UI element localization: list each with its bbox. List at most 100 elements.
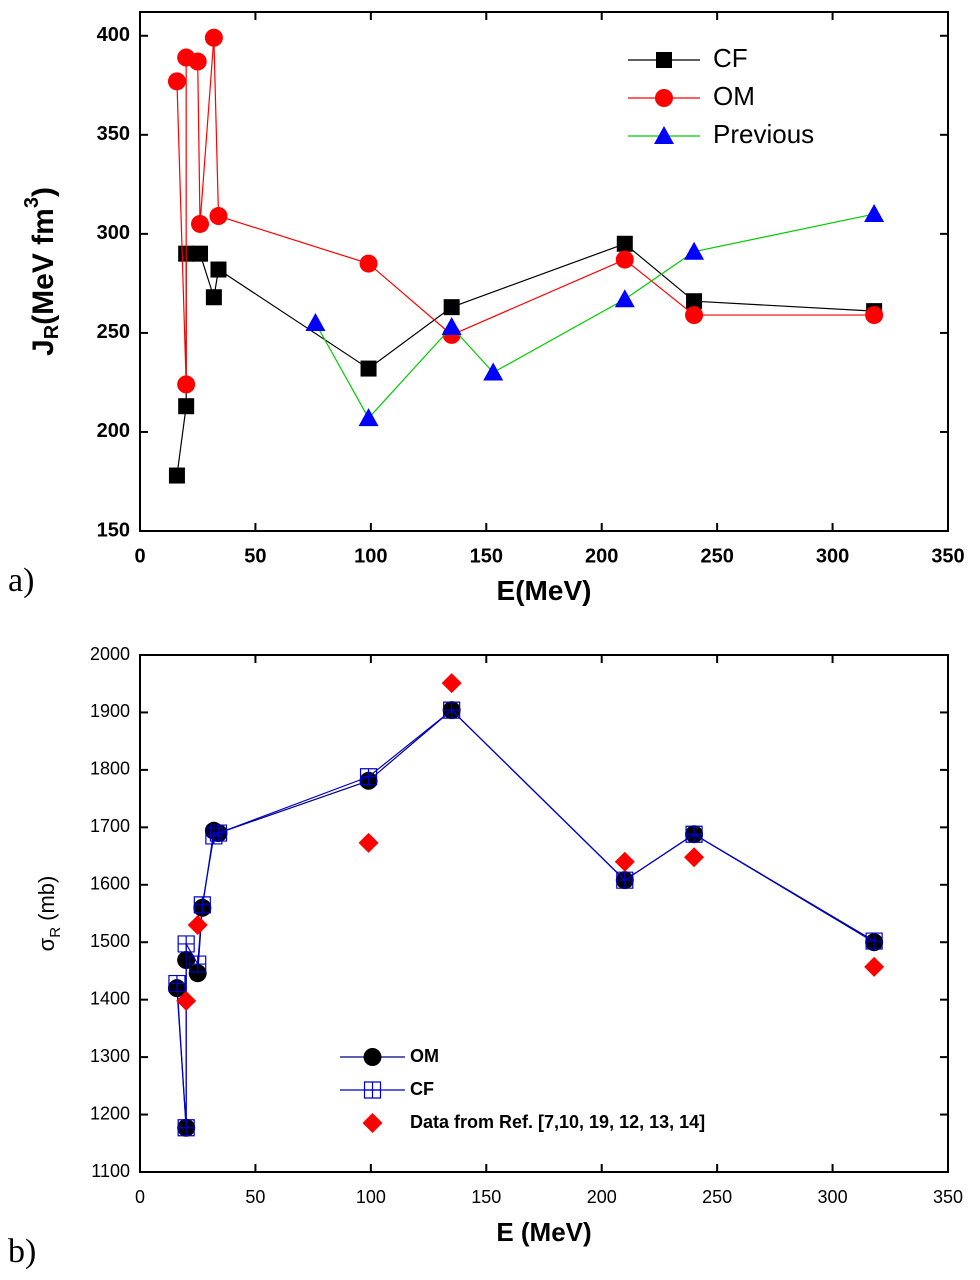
marker (189, 955, 207, 973)
series-line (176, 709, 875, 1128)
series-line (176, 243, 875, 476)
marker (188, 964, 207, 983)
plot-frame (139, 11, 949, 532)
marker (176, 990, 197, 1011)
marker (178, 398, 195, 415)
legend-marker (655, 89, 673, 107)
x-tick-label: 100 (356, 1187, 386, 1207)
marker (358, 832, 379, 853)
x-tick-label: 0 (134, 545, 145, 567)
y-tick-label: 1800 (90, 759, 130, 779)
marker (684, 241, 705, 260)
marker (209, 207, 228, 226)
marker (616, 871, 634, 889)
marker (358, 408, 379, 427)
x-tick-label: 0 (135, 1187, 145, 1207)
marker (615, 250, 634, 269)
y-axis-label-part: (MeV fm (27, 208, 60, 325)
marker (864, 204, 885, 223)
y-tick-label: 300 (97, 222, 130, 244)
y-axis-label-part: σ (34, 937, 59, 951)
marker (209, 824, 228, 842)
y-tick-label: 1600 (90, 874, 130, 894)
marker (359, 254, 378, 273)
legend-marker (362, 1113, 383, 1133)
x-tick-label: 200 (587, 1187, 617, 1207)
marker (865, 306, 884, 325)
y-tick-label: 350 (97, 123, 130, 145)
x-axis-label-part: E(MeV) (497, 575, 592, 606)
marker (204, 28, 223, 47)
marker (684, 847, 705, 868)
panel-label: b) (8, 1233, 36, 1270)
y-tick-label: 1200 (90, 1103, 130, 1123)
series-line (176, 709, 875, 1128)
y-tick-label: 1100 (91, 1161, 130, 1181)
legend-label: CF (410, 1079, 434, 1099)
marker (187, 914, 208, 935)
x-tick-label: 250 (700, 545, 733, 567)
y-tick-label: 1900 (90, 701, 130, 721)
x-axis-label: E(MeV) (497, 575, 592, 606)
series-line (176, 37, 875, 385)
legend-label: CF (713, 43, 748, 73)
x-tick-label: 300 (816, 545, 849, 567)
x-tick-label: 250 (702, 1187, 732, 1207)
marker (616, 235, 633, 252)
x-tick-label: 200 (585, 545, 618, 567)
legend-label: Previous (713, 119, 814, 149)
legend-marker (656, 52, 672, 68)
legend-label: OM (410, 1046, 439, 1066)
y-axis-label: JR(MeV fm3) (21, 187, 63, 356)
marker (443, 701, 461, 719)
marker (205, 289, 222, 306)
x-tick-label: 50 (244, 545, 266, 567)
marker (865, 932, 883, 950)
marker (305, 313, 326, 332)
marker (177, 1119, 195, 1137)
marker (177, 375, 196, 394)
y-axis-label-part: R (41, 324, 63, 339)
marker (685, 306, 704, 325)
y-tick-label: 1700 (90, 816, 130, 836)
marker (188, 52, 207, 71)
legend-marker (363, 1048, 382, 1066)
marker (167, 72, 186, 91)
marker (441, 316, 462, 335)
legend-label: Data from Ref. [7,10, 19, 12, 13, 14] (410, 1112, 705, 1132)
legend-marker (654, 126, 674, 144)
x-tick-label: 50 (245, 1187, 265, 1207)
series-line (314, 213, 875, 420)
marker (210, 261, 227, 278)
x-axis-label: E (MeV) (496, 1217, 591, 1247)
panel-label: a) (8, 562, 34, 599)
marker (193, 896, 211, 914)
y-tick-label: 2000 (90, 644, 130, 664)
marker (686, 293, 703, 310)
marker (191, 214, 210, 233)
x-tick-label: 350 (933, 1187, 963, 1207)
marker (177, 935, 195, 953)
x-tick-label: 150 (470, 545, 503, 567)
marker (864, 956, 885, 977)
marker (168, 467, 185, 484)
y-axis-label-part: (mb) (34, 876, 59, 927)
y-axis-label-part: R (47, 927, 64, 938)
y-tick-label: 1400 (90, 988, 130, 1008)
y-tick-label: 200 (97, 420, 130, 442)
plot-frame (139, 654, 949, 1173)
x-tick-label: 350 (931, 545, 964, 567)
x-tick-label: 100 (354, 545, 387, 567)
y-axis-label-part: ) (27, 187, 60, 197)
marker (360, 360, 377, 377)
x-tick-label: 300 (818, 1187, 848, 1207)
marker (614, 851, 635, 872)
y-axis-label: σR (mb) (34, 876, 64, 952)
legend-label: OM (713, 81, 755, 111)
y-axis-label-part: J (27, 339, 60, 356)
y-tick-label: 150 (97, 519, 130, 541)
marker (168, 974, 186, 993)
marker (443, 299, 460, 316)
marker (685, 825, 703, 843)
